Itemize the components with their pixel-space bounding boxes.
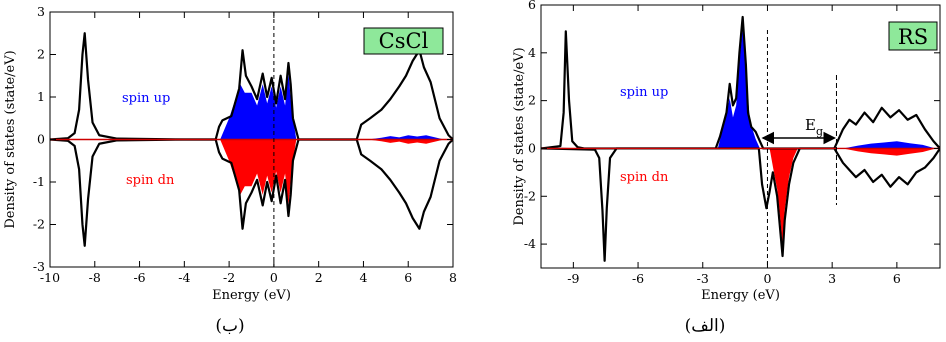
y-tick-label: 1 [37,89,45,104]
y-tick-label: -2 [524,188,536,203]
y-tick-label: 0 [528,140,536,155]
spin-dn-label: spin dn [126,173,175,188]
spin-up-fill [220,73,297,140]
x-tick-label: 8 [449,270,457,285]
y-tick-label: 2 [528,93,536,108]
y-tick-label: -1 [33,174,45,189]
caption-left: (ب) [215,316,245,336]
spin-up-small-fill [842,141,936,149]
total-dos-dn-line [541,147,940,262]
x-tick-label: 3 [828,271,836,286]
x-tick-label: 0 [763,271,771,286]
x-axis-label: Energy (eV) [212,288,291,303]
x-tick-label: -8 [89,270,101,285]
total-dos-up-line [50,32,453,141]
x-tick-label: -4 [178,270,190,285]
y-tick-label: 4 [528,45,536,60]
x-axis-label: Energy (eV) [701,288,780,303]
y-tick-label: -3 [33,259,45,274]
spin-dn-fill [769,148,798,247]
caption-right: (الف) [684,316,726,336]
x-tick-label: 4 [359,270,367,285]
spin-dn-small-fill [842,148,936,156]
chart-rs: -9 -6 -3 0 3 6 -4 -2 0 2 4 6 Energy (eV) Density of s… [512,0,941,303]
spin-up-label: spin up [620,85,668,100]
panel-label-box [363,27,444,55]
spin-dn-small-fill [367,139,445,144]
spin-dn-fill [220,139,297,206]
y-tick-label: -2 [33,217,45,232]
spin-up-label: spin up [122,91,170,106]
panel-label: RS [898,25,928,49]
x-tick-label: -10 [40,270,60,285]
x-tick-label: 2 [315,270,323,285]
x-tick-label: 6 [404,270,412,285]
spin-up-small-fill [367,135,445,140]
y-axis-label: Density of states (state/eV) [3,50,18,228]
y-tick-label: 3 [37,4,45,19]
plot-area [541,15,940,268]
plot-frame [540,4,941,269]
plot-area [50,12,453,267]
x-tick-label: -9 [567,271,579,286]
y-tick-label: 6 [528,0,536,12]
total-dos-up-line [541,15,940,150]
x-tick-label: 0 [270,270,278,285]
x-tick-label: 6 [893,271,901,286]
panel-label-box [888,21,938,51]
panel-label: CsCl [379,29,429,53]
y-tick-label: 2 [37,47,45,62]
x-tick-label: -3 [697,271,709,286]
spin-dn-label: spin dn [620,170,669,185]
x-tick-label: -6 [133,270,145,285]
y-tick-label: 0 [37,132,45,147]
y-axis-label: Density of states (state/eV) [512,47,527,225]
total-dos-dn-line [50,138,453,247]
x-tick-label: -6 [632,271,644,286]
x-tick-label: -2 [223,270,235,285]
band-gap-label: Eg [805,116,823,138]
y-tick-label: -4 [524,236,536,251]
band-gap-subscript: g [816,125,823,138]
